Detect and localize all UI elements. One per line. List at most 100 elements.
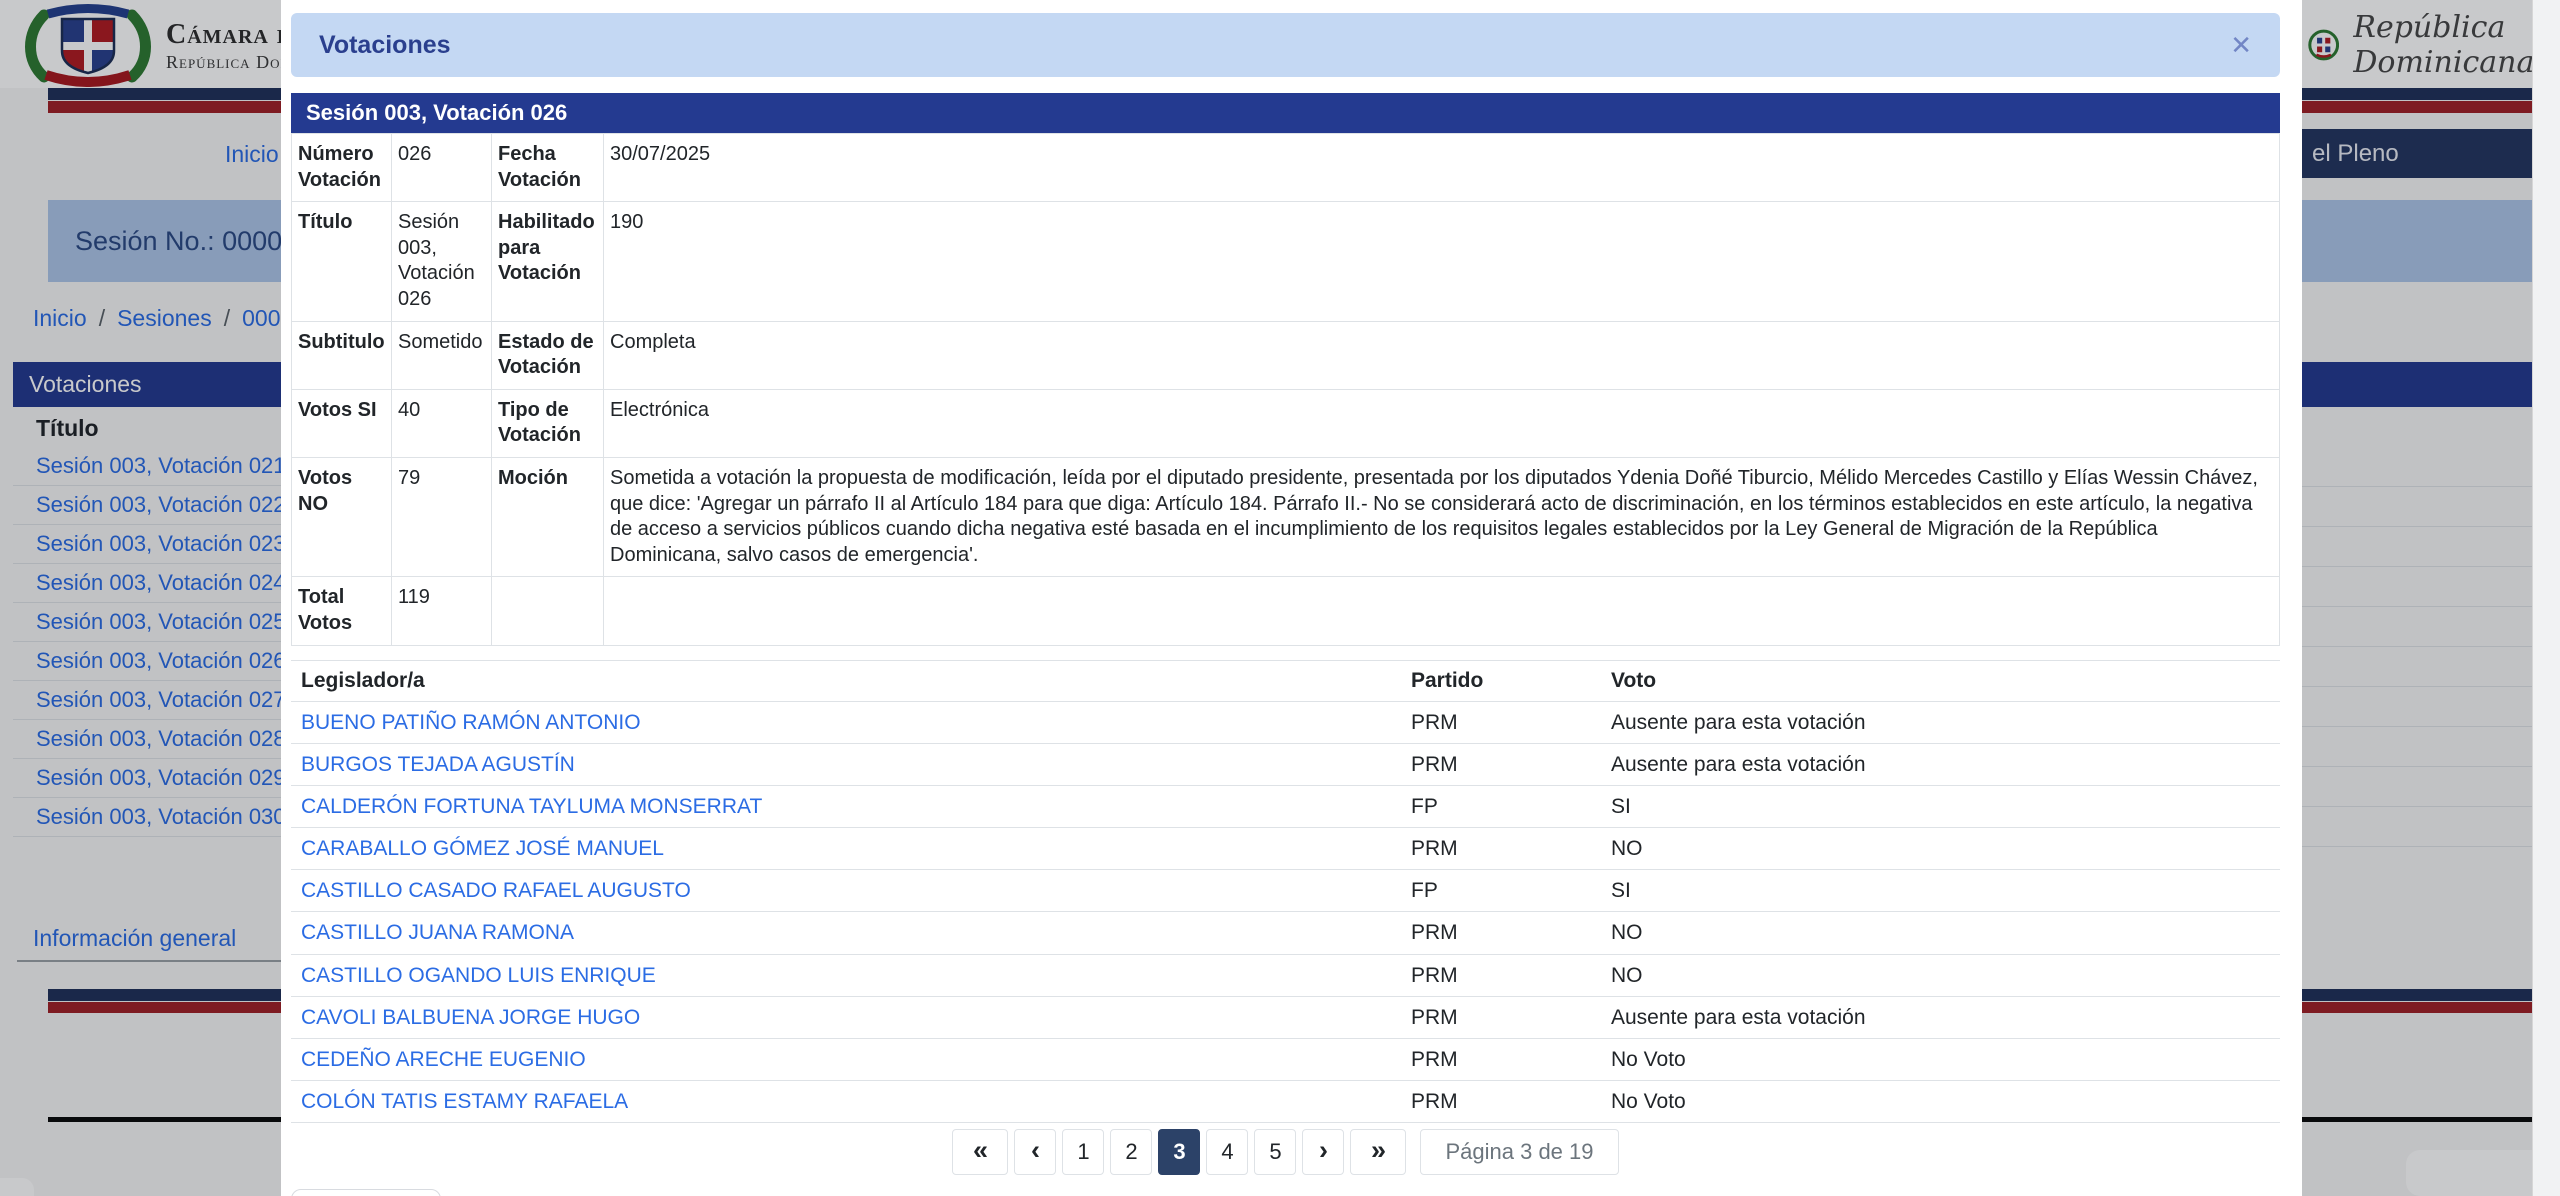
- votacion-details-table: Número Votación 026 Fecha Votación 30/07…: [291, 132, 2280, 646]
- legislator-party: PRM: [1401, 827, 1601, 871]
- detail-row: Total Votos 119: [291, 576, 2280, 646]
- legislator-link[interactable]: COLÓN TATIS ESTAMY RAFAELA: [301, 1090, 629, 1114]
- col-header-partido: Partido: [1401, 659, 1601, 702]
- modal-title: Votaciones: [319, 30, 451, 59]
- corner-widget-small: [0, 1178, 34, 1196]
- detail-label: Fecha Votación: [491, 132, 604, 203]
- legislator-row: CEDEÑO ARECHE EUGENIO PRM No Voto: [291, 1038, 2280, 1082]
- votaciones-modal: Votaciones ✕ Sesión 003, Votación 026 Nú…: [281, 0, 2302, 1196]
- legislator-vote: No Voto: [1601, 1038, 2280, 1082]
- pleno-band-label: el Pleno: [2312, 139, 2399, 167]
- breadcrumb-separator: /: [223, 305, 231, 331]
- legislator-link[interactable]: CASTILLO JUANA RAMONA: [301, 921, 575, 945]
- legislator-link[interactable]: CASTILLO OGANDO LUIS ENRIQUE: [301, 963, 656, 987]
- corner-widget: [2406, 1150, 2546, 1196]
- brand-script: República Dominicana: [2353, 10, 2535, 80]
- sidebar-column-header: Título: [36, 415, 99, 441]
- pagination-page-button[interactable]: 4: [1206, 1129, 1249, 1176]
- detail-label: Moción: [491, 456, 604, 578]
- votacion-list-item: Sesión 003, Votación 021: [13, 447, 613, 486]
- breadcrumb-link[interactable]: Inicio: [33, 305, 87, 331]
- pleno-band: el Pleno: [2302, 129, 2532, 178]
- detail-label: Votos NO: [291, 456, 392, 578]
- legislator-row: BURGOS TEJADA AGUSTÍN PRM Ausente para e…: [291, 743, 2280, 786]
- legislator-party: PRM: [1401, 996, 1601, 1040]
- pagination-page-button[interactable]: 1: [1062, 1129, 1105, 1176]
- pagination-prev-button[interactable]: ‹: [1014, 1129, 1057, 1176]
- legislator-party: PRM: [1401, 1038, 1601, 1082]
- legislator-vote: Ausente para esta votación: [1601, 701, 2280, 744]
- legislators-table: Legislador/a Partido Voto BUENO PATIÑO R…: [291, 659, 2280, 1124]
- legislator-link[interactable]: CARABALLO GÓMEZ JOSÉ MANUEL: [301, 837, 664, 861]
- pagination-page-button[interactable]: 2: [1110, 1129, 1153, 1176]
- legislator-vote: Ausente para esta votación: [1601, 996, 2280, 1040]
- legislator-row: CASTILLO CASADO RAFAEL AUGUSTO FP SI: [291, 869, 2280, 913]
- detail-label: Tipo de Votación: [491, 388, 604, 458]
- breadcrumb-item: Inicio /: [33, 305, 117, 331]
- legislator-row: CAVOLI BALBUENA JORGE HUGO PRM Ausente p…: [291, 996, 2280, 1040]
- modal-tabs: Legisladores Iniciativas: [291, 1189, 2280, 1196]
- detail-row: Votos SI 40 Tipo de Votación Electrónica: [291, 388, 2280, 458]
- legislator-party: FP: [1401, 869, 1601, 913]
- detail-label: Total Votos: [291, 576, 392, 646]
- votacion-link[interactable]: Sesión 003, Votación 030: [36, 804, 286, 829]
- votacion-link[interactable]: Sesión 003, Votación 023: [36, 531, 286, 556]
- legislator-link[interactable]: CASTILLO CASADO RAFAEL AUGUSTO: [301, 879, 691, 903]
- votacion-link[interactable]: Sesión 003, Votación 027: [36, 687, 286, 712]
- detail-value: 40: [391, 388, 492, 458]
- detail-value: Completa: [603, 320, 2280, 390]
- detail-value: Sesión 003, Votación 026: [391, 201, 492, 322]
- detail-value: 190: [603, 201, 2280, 322]
- nav-link-inicio[interactable]: Inicio: [225, 141, 279, 167]
- votacion-link[interactable]: Sesión 003, Votación 021: [36, 453, 286, 478]
- detail-label: Número Votación: [291, 132, 392, 203]
- legislator-vote: SI: [1601, 869, 2280, 913]
- detail-value: 119: [391, 576, 492, 646]
- pagination-page-button[interactable]: 5: [1254, 1129, 1297, 1176]
- detail-label: Título: [291, 201, 392, 322]
- detail-row: Subtitulo Sometido Estado de Votación Co…: [291, 320, 2280, 390]
- detail-value: 79: [391, 456, 492, 578]
- votacion-link[interactable]: Sesión 003, Votación 029: [36, 765, 286, 790]
- legislator-party: PRM: [1401, 1080, 1601, 1124]
- page-scrollbar[interactable]: [2532, 0, 2560, 1196]
- legislator-row: COLÓN TATIS ESTAMY RAFAELA PRM No Voto: [291, 1080, 2280, 1124]
- tab-legisladores[interactable]: Legisladores: [291, 1189, 441, 1196]
- votacion-link[interactable]: Sesión 003, Votación 022: [36, 492, 286, 517]
- pagination-last-button[interactable]: »: [1350, 1129, 1407, 1176]
- votacion-link[interactable]: Sesión 003, Votación 025: [36, 609, 286, 634]
- breadcrumb-link[interactable]: Sesiones: [117, 305, 212, 331]
- background-table-rows: [2302, 447, 2532, 847]
- legislator-link[interactable]: CALDERÓN FORTUNA TAYLUMA MONSERRAT: [301, 794, 763, 818]
- legislator-link[interactable]: CEDEÑO ARECHE EUGENIO: [301, 1048, 586, 1071]
- coat-of-arms-icon: [25, 4, 151, 87]
- national-emblem-icon: [2308, 29, 2340, 61]
- pagination-page-button[interactable]: 3: [1158, 1129, 1201, 1176]
- col-header-voto: Voto: [1601, 659, 2280, 702]
- detail-row: Título Sesión 003, Votación 026 Habilita…: [291, 201, 2280, 322]
- detail-label: Habilitado para Votación: [491, 201, 604, 322]
- votacion-link[interactable]: Sesión 003, Votación 024: [36, 570, 286, 595]
- legislator-vote: SI: [1601, 785, 2280, 829]
- modal-header: Votaciones ✕: [291, 13, 2280, 77]
- pagination-first-button[interactable]: «: [952, 1129, 1009, 1176]
- legislator-link[interactable]: BURGOS TEJADA AGUSTÍN: [301, 752, 575, 776]
- legislator-link[interactable]: BUENO PATIÑO RAMÓN ANTONIO: [301, 710, 641, 734]
- votacion-link[interactable]: Sesión 003, Votación 026: [36, 648, 286, 673]
- informacion-general-link[interactable]: Información general: [33, 925, 237, 951]
- votacion-link[interactable]: Sesión 003, Votación 028: [36, 726, 286, 751]
- legislator-row: CALDERÓN FORTUNA TAYLUMA MONSERRAT FP SI: [291, 785, 2280, 829]
- breadcrumb-item: Sesiones /: [117, 305, 242, 331]
- legislator-vote: NO: [1601, 911, 2280, 955]
- detail-row: Votos NO 79 Moción Sometida a votación l…: [291, 456, 2280, 578]
- legislator-row: CARABALLO GÓMEZ JOSÉ MANUEL PRM NO: [291, 827, 2280, 871]
- legislator-party: PRM: [1401, 911, 1601, 955]
- pagination-next-button[interactable]: ›: [1302, 1129, 1345, 1176]
- legislator-party: PRM: [1401, 954, 1601, 997]
- legislator-party: PRM: [1401, 743, 1601, 786]
- votacion-section-title: Sesión 003, Votación 026: [291, 93, 2280, 133]
- close-icon[interactable]: ✕: [2230, 30, 2252, 60]
- legislator-vote: NO: [1601, 954, 2280, 997]
- legislator-link[interactable]: CAVOLI BALBUENA JORGE HUGO: [301, 1005, 641, 1029]
